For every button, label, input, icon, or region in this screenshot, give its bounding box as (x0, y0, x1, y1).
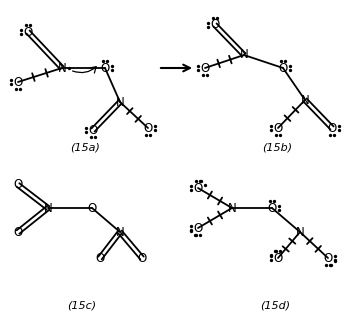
Text: O: O (201, 61, 210, 75)
Text: O: O (193, 221, 203, 235)
Text: O: O (193, 182, 203, 194)
Text: O: O (143, 121, 153, 135)
Text: O: O (268, 202, 277, 214)
Text: N: N (296, 225, 304, 239)
Text: (15a): (15a) (70, 143, 100, 153)
Text: N: N (300, 93, 310, 107)
FancyArrowPatch shape (73, 67, 96, 73)
Text: O: O (273, 121, 283, 135)
Text: O: O (24, 25, 33, 39)
Text: O: O (137, 251, 147, 265)
Text: O: O (278, 61, 288, 75)
Text: O: O (87, 202, 97, 214)
Text: O: O (95, 251, 105, 265)
Text: (15b): (15b) (262, 143, 292, 153)
Text: O: O (13, 76, 22, 88)
Text: O: O (13, 179, 22, 191)
Text: O: O (88, 123, 98, 137)
Text: (15c): (15c) (67, 300, 97, 310)
Text: (15d): (15d) (260, 300, 290, 310)
Text: N: N (115, 225, 125, 239)
Text: O: O (273, 251, 283, 265)
Text: N: N (228, 202, 236, 214)
Text: N: N (58, 61, 66, 75)
Text: N: N (240, 49, 248, 61)
Text: O: O (327, 121, 337, 135)
Text: O: O (13, 225, 22, 239)
Text: O: O (100, 61, 110, 75)
Text: N: N (115, 95, 125, 109)
Text: O: O (323, 251, 333, 265)
Text: O: O (210, 18, 220, 31)
Text: N: N (44, 202, 52, 214)
